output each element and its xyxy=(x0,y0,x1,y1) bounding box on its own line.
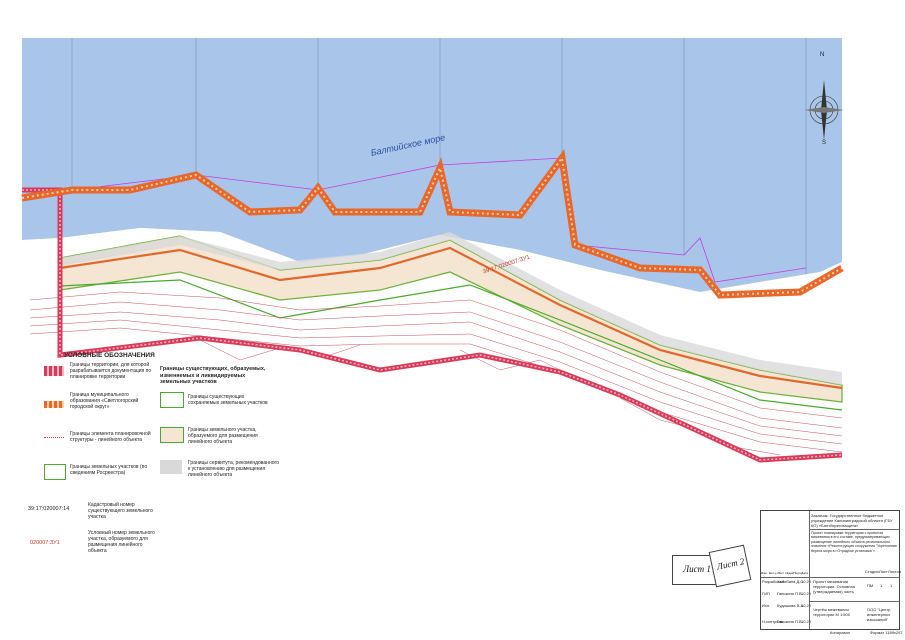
sheet-tab-2-label: Лист 2 xyxy=(715,556,746,572)
stage-value: ПМ xyxy=(867,583,874,588)
legend-item-parcels: Границы земельных участков (по сведениям… xyxy=(70,464,148,476)
name-developer: Хабибина Д.С. xyxy=(777,579,805,584)
title-block-customer: Заказчик: Государственное бюджетное учре… xyxy=(811,513,893,528)
legend-item-existing: Границы существующих сохраняемых земельн… xyxy=(188,394,268,406)
sheet-tab-1-label: Лист 1 xyxy=(683,564,711,574)
legend-item-formed: Границы земельного участка, образуемого … xyxy=(188,427,258,445)
north-arrow-icon xyxy=(804,80,844,140)
sheet-header: Лист xyxy=(879,569,888,574)
col-date: Дата xyxy=(801,571,808,575)
role-developer: Разработал xyxy=(762,579,784,584)
compass-south-label: S xyxy=(822,140,827,146)
date-control: 10.20 xyxy=(801,619,812,624)
sheets-value: 1 xyxy=(890,583,893,588)
sheets-header: Листов xyxy=(888,569,901,574)
legend-item-servitude: Границы сервитута, рекомендованного к ус… xyxy=(188,460,279,478)
legend-swatch-parcels xyxy=(44,464,66,480)
col-doc: №док xyxy=(785,571,794,575)
legend-swatch-existing xyxy=(160,392,184,408)
title-block-part: Проект межевания территории. Основная (у… xyxy=(813,579,855,594)
legend-swatch-formed xyxy=(160,427,184,443)
legend-swatch-planning xyxy=(44,366,64,376)
col-sign: Подп. xyxy=(793,571,802,575)
compass-north-label: N xyxy=(820,52,825,58)
col-kol: Кол.уч xyxy=(768,571,778,575)
legend-item-municipal: Граница муниципального образования «Свет… xyxy=(70,392,139,410)
legend-swatch-servitude xyxy=(160,460,182,474)
legend-item-structure: Границы элемента планировочной структуры… xyxy=(70,431,151,443)
title-block-org: ООО "Центр инженерных изысканий" xyxy=(867,607,891,622)
legend-swatch-structure xyxy=(44,437,64,438)
date-developer: 10.20 xyxy=(801,579,812,584)
col-list: Лист xyxy=(777,571,785,575)
municipal-boundary-land xyxy=(59,246,843,390)
land-area xyxy=(22,228,842,470)
legend-conditional-sample: 020007:ЗУ1 xyxy=(30,540,60,546)
title-block-drawing: Чертёж межевания территории М 1:500 xyxy=(813,607,850,617)
role-exec: Исп. xyxy=(762,603,771,608)
legend-swatch-municipal xyxy=(44,401,64,408)
col-izm: Изм. xyxy=(761,571,768,575)
name-gip: Ганькина П.В. xyxy=(777,591,803,596)
planning-territory-boundary xyxy=(22,187,843,463)
municipal-boundary-sea xyxy=(21,149,844,299)
name-exec: Кудашова В.А. xyxy=(777,603,805,608)
parcel-boundary xyxy=(59,279,843,411)
title-block: Заказчик: Государственное бюджетное учре… xyxy=(760,510,901,630)
sheet-value: 1 xyxy=(880,583,883,588)
servitude-strip xyxy=(60,232,842,385)
role-gip: ГИП xyxy=(762,591,770,596)
stage-header: Стадия xyxy=(865,569,879,574)
legend-conditional-text: Условный номер земельного участка, образ… xyxy=(88,530,155,554)
date-exec: 10.20 xyxy=(801,603,812,608)
date-gip: 10.20 xyxy=(801,591,812,596)
title-block-project: Проект планировки территории с проектом … xyxy=(811,531,897,553)
grid-lines xyxy=(71,38,807,320)
name-control: Ганькина П.В. xyxy=(777,619,803,624)
format-label: Формат 1189х297 xyxy=(870,630,903,635)
legend-item-planning: Границы территории, для которой разрабат… xyxy=(70,362,152,380)
legend-right-title: Границы существующих, образуемых, изменя… xyxy=(160,366,266,385)
legend-title: УСЛОВНЫЕ ОБОЗНАЧЕНИЯ xyxy=(64,352,155,359)
legend-cadastral-sample: 39:17:020007:14 xyxy=(28,506,70,512)
sea-area xyxy=(22,38,842,292)
role-control: Н.контроль xyxy=(762,619,783,624)
copied-label: Копировал xyxy=(830,630,851,635)
legend-cadastral-text: Кадастровый номер существующего земельно… xyxy=(88,502,153,520)
sheet-tab-2[interactable]: Лист 2 xyxy=(708,544,752,588)
